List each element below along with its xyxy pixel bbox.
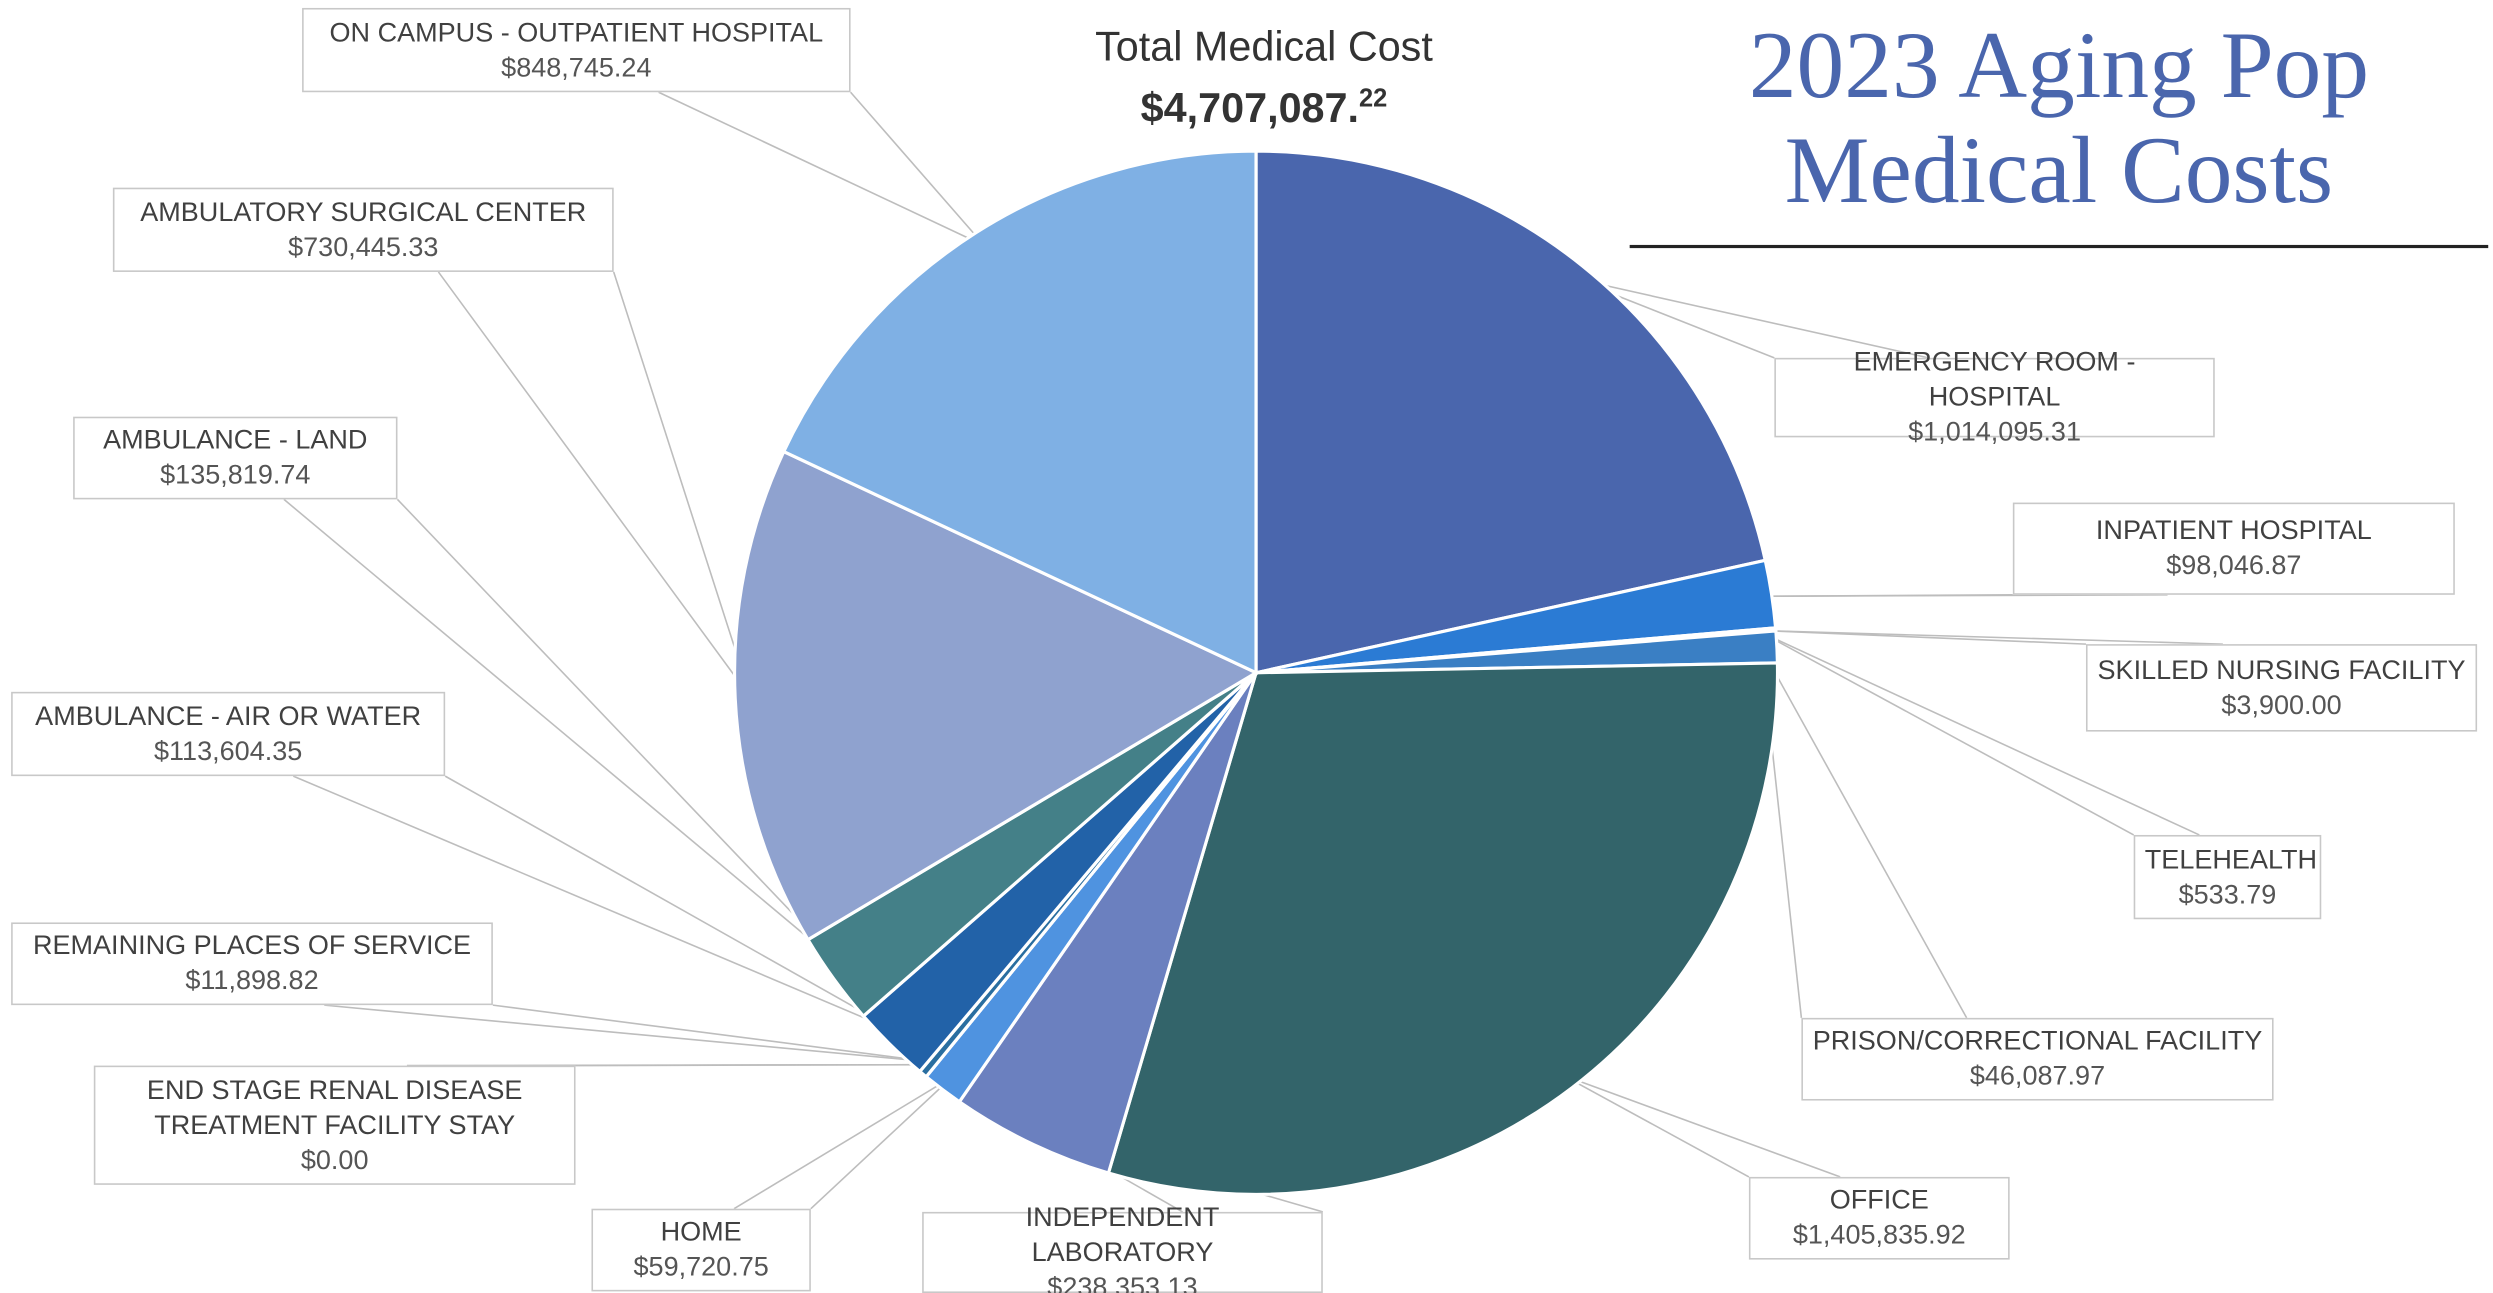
leader-line: [1759, 631, 2135, 836]
data-label-box: EMERGENCY ROOM - HOSPITAL $1,014,095.31: [1774, 347, 2215, 447]
leader-line: [437, 271, 752, 699]
category-label: SKILLED NURSING FACILITY: [2097, 654, 2466, 685]
leader-line: [1756, 594, 2168, 598]
leader-line: [810, 1076, 953, 1210]
value-label: $46,087.97: [1969, 1060, 2106, 1092]
value-label: $113,604.35: [153, 735, 303, 766]
category-label: ON CAMPUS - OUTPATIENT HOSPITAL: [329, 16, 824, 47]
category-label: INPATIENT HOSPITAL: [2095, 515, 2372, 546]
pie-slice: [732, 449, 1260, 942]
leader-line: [1759, 631, 2200, 836]
category-label: TELEHEALTH: [2144, 843, 2318, 874]
data-label-box: AMBULATORY SURGICAL CENTER $730,445.33: [112, 187, 614, 272]
data-label-box: END STAGE RENAL DISEASE TREATMENT FACILI…: [93, 1065, 576, 1185]
data-label-box: HOME $59,720.75: [591, 1208, 811, 1292]
value-label: $1,014,095.31: [1908, 416, 2081, 447]
data-label-box: REMAINING PLACES OF SERVICE $11,898.82: [11, 922, 493, 1006]
category-label: EMERGENCY ROOM - HOSPITAL: [1853, 346, 2136, 412]
title-line: Medical Costs: [1784, 117, 2334, 223]
leader-line: [850, 91, 986, 247]
leader-line: [733, 1076, 953, 1210]
leader-line: [396, 498, 848, 971]
value-label: $11,898.82: [185, 965, 319, 996]
leader-line: [292, 775, 902, 1035]
total-cents: 22: [1359, 85, 1388, 113]
pie-slice: [957, 671, 1258, 1176]
leader-line: [1562, 1074, 1841, 1178]
chart-title: 2023 Aging Pop Medical Costs: [1630, 13, 2489, 223]
leader-line: [444, 775, 902, 1035]
value-label: $730,445.33: [288, 231, 439, 262]
value-label: $848,745.24: [501, 51, 652, 82]
data-label-box: AMBULANCE - AIR OR WATER $113,604.35: [11, 691, 446, 777]
total-amount: $4,707,087.22: [1018, 73, 1511, 134]
value-label: $3,900.00: [2221, 689, 2342, 720]
leader-line: [406, 1063, 937, 1067]
value-label: $59,720.75: [633, 1251, 769, 1282]
leader-line: [1562, 1074, 1750, 1178]
data-label-box: ON CAMPUS - OUTPATIENT HOSPITAL $848,745.…: [302, 7, 851, 93]
total-dollars: $4,707,087.: [1140, 83, 1360, 132]
category-label: INDEPENDENT LABORATORY: [1025, 1201, 1220, 1267]
leader-line: [658, 91, 985, 247]
data-label-box: INDEPENDENT LABORATORY $238,353.13: [922, 1202, 1323, 1293]
category-label: AMBULANCE - AIR OR WATER: [35, 700, 422, 731]
total: Total Medical Cost $4,707,087.22: [1018, 19, 1511, 135]
value-label: $238,353.13: [1047, 1271, 1198, 1293]
data-label-box: AMBULANCE - LAND $135,819.74: [73, 416, 398, 500]
title-line: 2023 Aging Pop: [1748, 12, 2370, 118]
data-label-box: TELEHEALTH $533.79: [2133, 834, 2322, 920]
data-label-box: INPATIENT HOSPITAL $98,046.87: [2012, 502, 2455, 595]
leader-line: [324, 1004, 934, 1063]
leader-line: [492, 1004, 934, 1063]
leader-line: [283, 498, 848, 971]
leader-line: [1572, 277, 1929, 359]
value-label: $0.00: [300, 1144, 369, 1175]
value-label: $1,405,835.92: [1792, 1219, 1966, 1251]
category-label: REMAINING PLACES OF SERVICE: [32, 930, 472, 961]
title-rule: [1629, 244, 2489, 249]
data-label-box: SKILLED NURSING FACILITY $3,900.00: [2085, 644, 2478, 732]
pie-slice: [1254, 149, 1768, 675]
value-label: $98,046.87: [2166, 550, 2302, 581]
category-label: PRISON/CORRECTIONAL FACILITY: [1812, 1025, 2263, 1057]
pie-slice: [1106, 661, 1780, 1196]
value-label: $533.79: [2178, 878, 2277, 909]
value-label: $135,819.74: [160, 459, 311, 490]
category-label: AMBULATORY SURGICAL CENTER: [140, 196, 587, 227]
category-label: END STAGE RENAL DISEASE TREATMENT FACILI…: [146, 1074, 523, 1140]
total-label: Total Medical Cost: [1095, 22, 1433, 70]
pie-slice: [781, 149, 1258, 676]
leader-line: [612, 271, 752, 699]
leader-line: [1760, 629, 2223, 645]
data-label-box: PRISON/CORRECTIONAL FACILITY $46,087.97: [1801, 1017, 2274, 1101]
leader-line: [1760, 647, 1968, 1019]
category-label: HOME: [660, 1216, 742, 1247]
category-label: OFFICE: [1829, 1184, 1929, 1216]
category-label: AMBULANCE - LAND: [103, 424, 368, 455]
data-label-box: OFFICE $1,405,835.92: [1748, 1176, 2010, 1260]
